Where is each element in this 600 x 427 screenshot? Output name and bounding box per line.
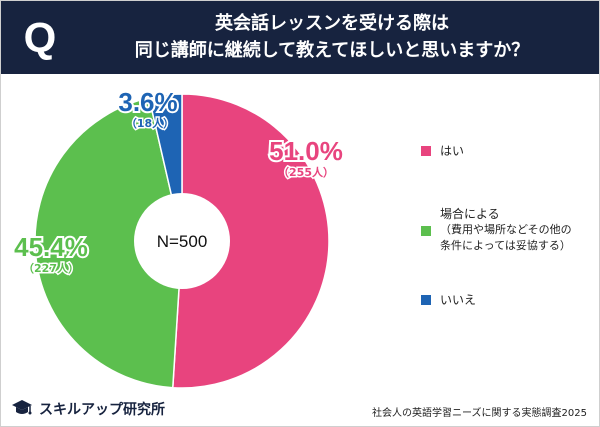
legend-item-yes: はい [421, 143, 464, 159]
question-header: Q 英会話レッスンを受ける際は 同じ講師に継続して教えてほしいと思いますか？ [1, 1, 599, 74]
legend-sublabel-depends-1: （費用や場所などその他の [440, 223, 572, 236]
q-badge: Q [24, 15, 57, 61]
legend-swatch-no [421, 295, 431, 305]
legend-item-no: いいえ [421, 292, 476, 308]
mortarboard-icon [12, 400, 32, 415]
label-depends-percent: 45.4% [14, 232, 88, 262]
legend-swatch-yes [421, 146, 431, 156]
label-yes-count: （255人） [278, 165, 334, 179]
legend-label-yes: はい [440, 144, 465, 158]
center-label: N=500 [157, 232, 208, 251]
slice-yes [171, 93, 330, 389]
question-title-line1: 英会話レッスンを受ける際は [215, 13, 449, 34]
legend-label-no: いいえ [440, 293, 477, 307]
donut-hole [134, 193, 230, 289]
label-no-percent: 3.6% [118, 87, 177, 117]
legend-label-depends: 場合による [440, 207, 500, 221]
donut-slices [34, 93, 330, 389]
question-title-line2: 同じ講師に継続して教えてほしいと思いますか？ [134, 40, 530, 61]
source-note: 社会人の英語学習ニーズに関する実態調査2025 [372, 408, 587, 419]
question-title: 英会話レッスンを受ける際は 同じ講師に継続して教えてほしいと思いますか？ [77, 10, 587, 64]
brand-logo: スキルアップ研究所 [11, 399, 165, 419]
q-badge-letter: Q [24, 15, 57, 61]
label-no-count: （18人） [126, 116, 174, 130]
slice-depends [34, 96, 183, 389]
brand-name: スキルアップ研究所 [39, 402, 165, 418]
legend-swatch-depends [421, 226, 431, 236]
label-depends-count: （227人） [23, 261, 79, 275]
legend-item-depends: 場合による （費用や場所などその他の 条件によっては妥協する） [421, 206, 572, 254]
legend-sublabel-depends-2: 条件によっては妥協する） [440, 239, 571, 252]
donut-chart: N=500 51.0% （255人） 45.4% （227人） 3.6% （18… [12, 85, 345, 389]
label-yes-percent: 51.0% [269, 136, 343, 166]
legend-text-depends: 場合による （費用や場所などその他の 条件によっては妥協する） [440, 206, 572, 254]
